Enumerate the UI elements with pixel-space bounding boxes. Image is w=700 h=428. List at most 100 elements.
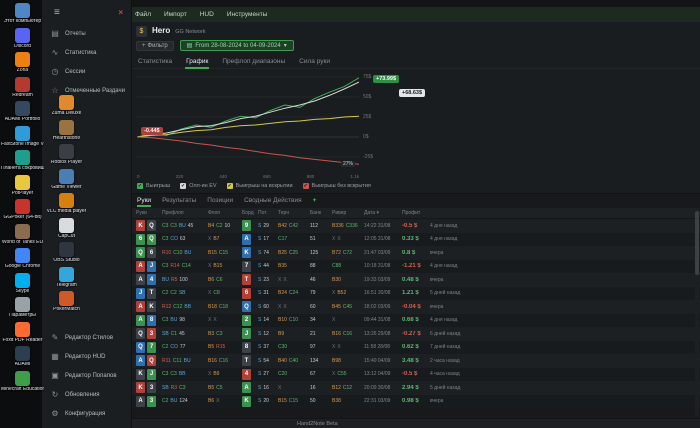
tab-hands[interactable]: Руки — [137, 197, 152, 207]
legend-item[interactable]: ✓ Выигрыш без вскрытия — [302, 183, 371, 189]
action-token: X — [208, 263, 212, 270]
table-row[interactable]: A 8 C3 BU 98 X X 2 S 14 B10 C10 34 X 09:44 31/08 0.68 $… — [132, 313, 700, 327]
hamburger-menu-icon[interactable]: ≡ — [54, 6, 60, 18]
desktop-icon[interactable]: CapCut — [45, 217, 88, 240]
table-row[interactable]: A 4 BU R5 100 B6 C6 T S 23 X X 46 B30 19:33 03/09 0.48 … — [132, 273, 700, 287]
desktop-icon[interactable]: ADAMI Portfolio — [1, 101, 44, 123]
table-row[interactable]: Q 3 SB C1 45 B3 C3 J S 12 B9 21 B16 C16 13:26 29/08 -0.… — [132, 327, 700, 341]
tab-statistics[interactable]: Статистика — [138, 58, 173, 65]
hand-profit: -0.27 $ — [402, 330, 421, 337]
close-icon[interactable]: × — [118, 7, 123, 17]
sidebar-item-configuration[interactable]: ⚙ Конфигурация — [42, 404, 131, 423]
hand-date: 19:33 03/09 — [364, 276, 391, 283]
desktop-icon[interactable]: Telegram — [45, 266, 88, 289]
checkbox-icon[interactable]: ✓ — [302, 183, 309, 189]
sidebar-item-reports[interactable]: ▤ Отчеты — [42, 24, 131, 43]
tab-summary-actions[interactable]: Сводные Действия — [244, 197, 302, 204]
column-header: Ривер — [332, 210, 347, 216]
table-row[interactable]: Q 6 R10 C10 BU B15 C15 K S 74 B25 C25 125 B72 C72 21:47… — [132, 246, 700, 260]
app-icon — [15, 52, 30, 67]
add-filter-button[interactable]: + Фильтр — [136, 40, 174, 51]
desktop-icon[interactable]: OBS Studio — [45, 242, 88, 264]
column-header: Префлоп — [162, 210, 184, 216]
desktop-icon[interactable]: Discord — [1, 27, 44, 50]
table-row[interactable]: Q 7 C2 CO 77 B5 R15 8 S 37 C30 97 X X 11:58 28/08 0.62 … — [132, 340, 700, 354]
desktop-icon[interactable]: Планета сокровищ — [1, 150, 44, 172]
desktop-icon[interactable]: Game Viewer — [45, 168, 88, 191]
desktop-icon[interactable]: FastStone Image Viewer — [1, 125, 44, 148]
tab-add[interactable]: + — [312, 197, 317, 204]
tab-hand-strength[interactable]: Сила руки — [299, 58, 330, 65]
sidebar-item-label: Сессии — [65, 68, 86, 75]
action-token: 16 — [310, 384, 316, 391]
desktop-icon[interactable]: Hearthstone — [45, 119, 88, 142]
desktop-icon[interactable]: Foxit PDF Reader — [1, 321, 44, 344]
hand-cell: B6 X — [208, 398, 242, 404]
desktop-icon[interactable]: Этот компьютер — [1, 3, 44, 25]
hand-time-ago: 5 дней назад — [430, 384, 461, 391]
table-row[interactable]: A 3 C2 BU 124 B6 X K S 20 B15 C15 50 B38 22:31 03/09 0.… — [132, 394, 700, 408]
sidebar-item-statistics[interactable]: ∿ Статистика — [42, 43, 131, 62]
desktop-icon[interactable]: Zona — [1, 52, 44, 74]
table-row[interactable]: A Q R11 C11 BU B16 C16 T S 54 B40 C40 134 B98 15:40 04… — [132, 354, 700, 368]
hand-cell: 134 — [310, 358, 332, 364]
sidebar-item-popup-editor[interactable]: ▣ Редактор Попапов — [42, 366, 131, 385]
tab-graph[interactable]: График — [185, 56, 210, 69]
tab-preflop-ranges[interactable]: Префлоп диапазоны — [222, 58, 286, 65]
menu-item-1[interactable]: Импорт — [163, 11, 187, 18]
desktop-icon[interactable]: Minecraft Education — [1, 370, 44, 393]
legend-item[interactable]: ✓ Олл-ин EV — [180, 183, 217, 189]
sidebar-item-style-editor[interactable]: ✎ Редактор Стилов — [42, 328, 131, 347]
desktop-icon[interactable]: VLC media player — [45, 193, 88, 215]
sidebar-item-marked-hands[interactable]: ☆ Отмеченные Раздачи — [42, 81, 131, 100]
menu-item-3[interactable]: Инструменты — [226, 11, 268, 18]
sidebar-item-sessions[interactable]: ◷ Сессии — [42, 62, 131, 81]
menu-item-0[interactable]: Файл — [135, 11, 151, 18]
table-row[interactable]: K J C3 C3 BB X B9 4 S 27 C20 67 X C55 13:12 04/09 -0.5 … — [132, 367, 700, 381]
desktop-icon-column-1: Этот компьютер Discord Zona Redream ADAMI Po… — [1, 3, 44, 392]
hud-grid-icon: ▦ — [51, 352, 59, 361]
table-row[interactable]: K Q C3 C3 BU 45 B4 C2 10 9 S 29 B42 C42 112 B336 C336 14:… — [132, 219, 700, 233]
desktop-icon[interactable]: Google Chrome — [1, 248, 44, 270]
tab-results[interactable]: Результаты — [162, 197, 197, 204]
desktop-icon[interactable]: World of Tanks EU — [1, 223, 44, 246]
hand-cell: B12 C12 — [332, 385, 364, 391]
hand-cell: 112 — [310, 223, 332, 229]
action-token: SB — [162, 384, 169, 391]
date-range-label: From 28-08-2024 to 04-09-2024 — [195, 42, 281, 49]
card-chip: A — [242, 233, 251, 245]
date-range-picker[interactable]: ▤ From 28-08-2024 to 04-09-2024 ▾ — [179, 40, 294, 51]
legend-item[interactable]: ✓ Выигрыш — [137, 183, 170, 189]
card-chip: Q — [136, 341, 145, 353]
desktop-icon[interactable]: Redream — [1, 76, 44, 99]
hand-cell: 6 — [242, 287, 258, 299]
desktop-icon-label: Планета сокровищ — [1, 166, 44, 171]
window-top-strip — [132, 0, 700, 7]
checkbox-icon[interactable]: ✓ — [226, 183, 233, 189]
table-row[interactable]: 6 Q C3 CO 63 X B7 A S 17 C17 51 X X 12:05 31/08 0.33 $4… — [132, 232, 700, 246]
desktop-icon[interactable]: Skype — [1, 272, 44, 295]
table-row[interactable]: A K R12 C12 BB B18 C18 Q S 60 X X 60 B45 C45 18:02 03/0… — [132, 300, 700, 314]
tab-positions[interactable]: Позиции — [207, 197, 234, 204]
legend-item[interactable]: ✓ Выигрыш на вскрытии — [226, 183, 293, 189]
table-row[interactable]: A J C3 R14 C14 X B15 7 S 44 B35 88 C88 10:18 31/08 -1.… — [132, 259, 700, 273]
sidebar-item-updates[interactable]: ↻ Обновления — [42, 385, 131, 404]
desktop-icon[interactable]: PokerMatch — [45, 291, 88, 313]
menu-item-2[interactable]: HUD — [199, 11, 214, 18]
table-row[interactable]: K 3 SB R3 C3 B5 C5 A S 16 X 16 B12 C12 20:09 30/08 2.94… — [132, 381, 700, 395]
table-scrollbar[interactable] — [695, 209, 699, 416]
table-header: Руки Префлоп Флоп Борд Пот Терн Банк Ривер Дата … — [132, 208, 700, 219]
table-row[interactable]: J T C2 C2 SB X C8 6 S 31 B24 C24 79 X B52 16:51 30/08 1.… — [132, 286, 700, 300]
action-token: B18 — [208, 303, 217, 310]
checkbox-icon[interactable]: ✓ — [137, 183, 143, 189]
desktop-icon[interactable]: PotPlayer — [1, 174, 44, 197]
desktop-icon[interactable]: Zuma Deluxe — [45, 95, 88, 117]
sidebar-item-hud-editor[interactable]: ▦ Редактор HUD — [42, 347, 131, 366]
desktop-icon[interactable]: Параметры — [1, 297, 44, 319]
desktop-icon[interactable]: ADAMI — [1, 346, 44, 368]
desktop-icon[interactable]: Roblox Player — [45, 144, 88, 166]
action-token: B42 — [278, 222, 287, 229]
scrollbar-thumb[interactable] — [695, 211, 699, 275]
checkbox-icon[interactable]: ✓ — [180, 183, 187, 189]
desktop-icon[interactable]: GGPoker (64-bit) — [1, 199, 44, 221]
